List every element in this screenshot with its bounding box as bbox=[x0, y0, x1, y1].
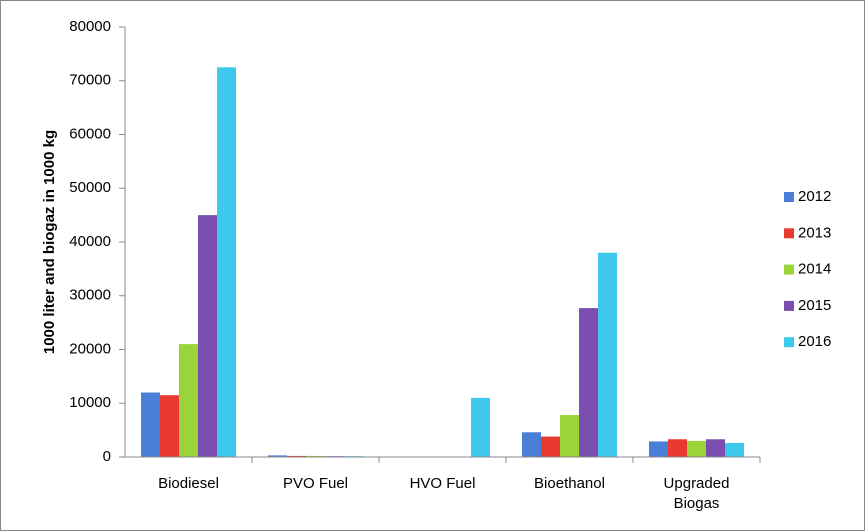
bar bbox=[179, 344, 198, 457]
x-tick-label: PVO Fuel bbox=[282, 475, 349, 492]
bar bbox=[560, 415, 579, 457]
bar bbox=[287, 455, 306, 457]
bar bbox=[579, 308, 598, 457]
bar bbox=[268, 455, 287, 457]
legend-label: 2012 bbox=[798, 188, 831, 205]
bar bbox=[471, 397, 490, 457]
x-tick-label: Biodiesel bbox=[158, 475, 219, 492]
y-tick-label: 80000 bbox=[69, 18, 111, 35]
legend-label: 2015 bbox=[798, 297, 831, 314]
y-tick-label: 60000 bbox=[69, 125, 111, 142]
bar bbox=[217, 67, 236, 457]
bar bbox=[706, 439, 725, 457]
bar bbox=[198, 215, 217, 457]
y-tick-label: 0 bbox=[103, 448, 111, 465]
bar bbox=[306, 455, 325, 457]
legend-swatch bbox=[784, 264, 794, 275]
y-tick-label: 50000 bbox=[69, 179, 111, 196]
legend-label: 2013 bbox=[798, 224, 831, 241]
legend-label: 2016 bbox=[798, 333, 831, 350]
bar bbox=[522, 432, 541, 457]
x-tick-label: Bioethanol bbox=[534, 475, 605, 492]
y-tick-label: 70000 bbox=[69, 72, 111, 89]
legend-swatch bbox=[784, 337, 794, 348]
bar bbox=[141, 392, 160, 457]
bar bbox=[541, 436, 560, 457]
y-axis-title: 1000 liter and biogaz in 1000 kg bbox=[41, 130, 58, 354]
y-tick-label: 20000 bbox=[69, 340, 111, 357]
bar bbox=[649, 441, 668, 457]
legend-label: 2014 bbox=[798, 261, 831, 278]
legend-swatch bbox=[784, 228, 794, 239]
legend-swatch bbox=[784, 192, 794, 202]
bar bbox=[598, 252, 617, 457]
bar bbox=[160, 395, 179, 457]
bar bbox=[725, 443, 744, 457]
bar bbox=[668, 439, 687, 457]
legend-swatch bbox=[784, 300, 794, 311]
y-tick-label: 40000 bbox=[69, 233, 111, 250]
bar bbox=[687, 440, 706, 457]
y-tick-label: 30000 bbox=[69, 287, 111, 304]
y-tick-label: 10000 bbox=[69, 394, 111, 411]
x-tick-label: HVO Fuel bbox=[409, 475, 476, 492]
x-tick-label: Upgraded Biogas bbox=[663, 475, 730, 512]
